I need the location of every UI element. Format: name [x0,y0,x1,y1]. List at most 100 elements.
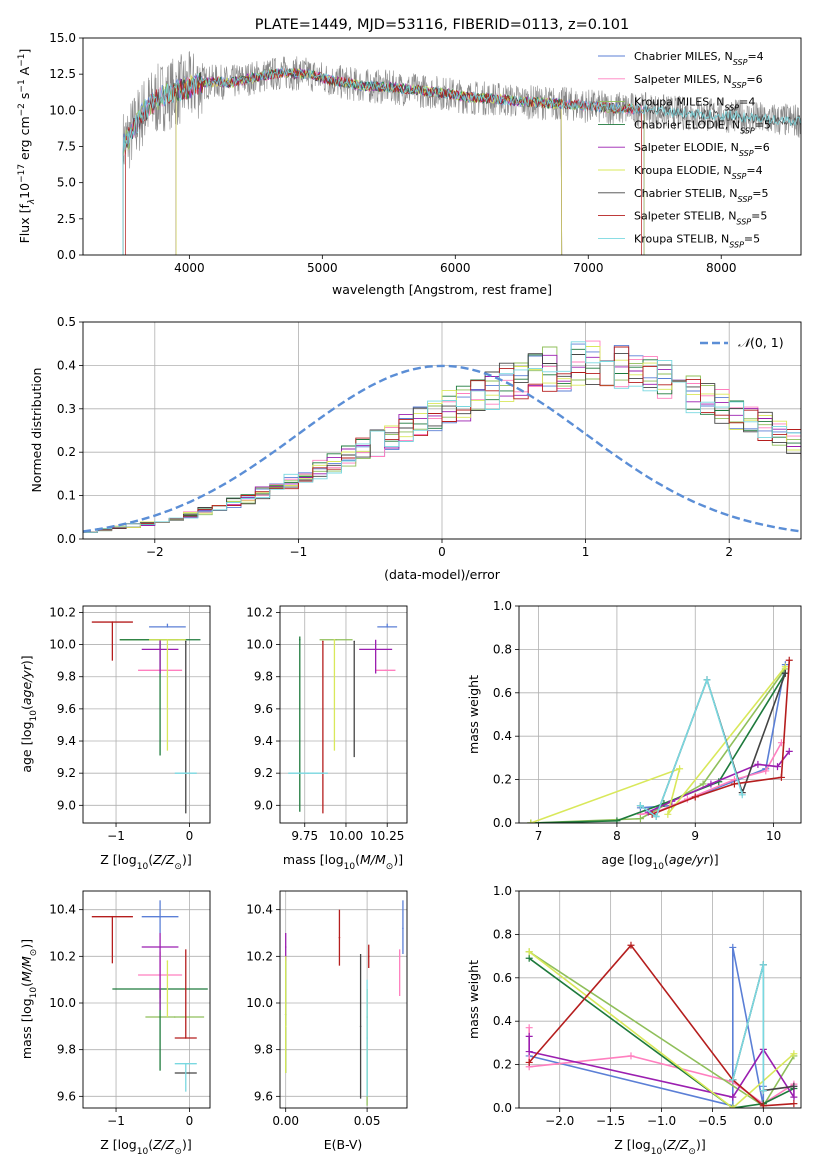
y-tick-label: 0.8 [493,927,512,941]
y-tick-label: 10.4 [49,903,76,917]
x-axis-label: Z [log10(Z/Z⊙)] [100,852,191,872]
mass-weight-marker [525,954,533,962]
plot-area-z-vs-mass [91,900,208,1092]
plot-area-ebv-vs-mass [284,900,404,1106]
data-point [386,626,389,628]
x-tick-label: −1 [290,545,308,559]
y-tick-label: 0.3 [57,402,76,416]
axes-frame-residuals [82,321,802,540]
mass-weight-marker [691,793,699,801]
y-tick-label: 0.1 [57,489,76,503]
model-spectrum-line [122,66,801,255]
axes-mass-vs-age: 9.75 10.00 10.25 9.0 9.2 9.4 9.6 9.8 10.0 10.2 mas… [246,605,408,872]
y-tick-label: 2.5 [57,212,76,226]
y-axis-label: Normed distribution [29,368,44,493]
y-tick-label: 0.4 [493,729,512,743]
data-point [374,648,377,651]
mass-weight-marker [730,780,738,788]
y-tick-label: 10.0 [246,638,273,652]
x-tick-label: 9.75 [291,829,318,843]
y-tick-label: 9.0 [254,798,273,812]
x-tick-label: 0.05 [354,1114,381,1128]
legend-label: Chabrier ELODIE, NSSP=5 [634,118,771,135]
axes-ebv-vs-mass: 0.00 0.05 9.6 9.8 10.0 10.2 10.4 E(B-V) [246,890,408,1152]
mass-weight-marker [790,1100,798,1108]
axes-frame-age-weights [518,605,802,824]
y-tick-label: 0.2 [57,445,76,459]
y-tick-label: 5.0 [57,176,76,190]
y-tick-label: 9.4 [254,734,273,748]
x-tick-label: 0.00 [272,1114,299,1128]
x-tick-label: 10 [766,829,781,843]
data-point [322,640,324,643]
mass-weight-line [528,957,795,1108]
x-axis-label: age [log10(age/yr)] [601,852,718,872]
data-point [159,946,161,948]
mass-weight-marker [785,656,793,664]
data-point [166,960,169,962]
data-point [353,640,356,643]
data-point [307,772,309,774]
x-axis-label: Z [log10(Z/Z⊙)] [100,1137,191,1157]
mass-weight-marker [636,802,644,810]
spectrum-legend: Chabrier MILES, NSSP=4 Salpeter MILES, NS… [598,50,771,249]
data-point [173,1016,176,1018]
y-tick-label: 9.8 [57,670,76,684]
data-spectrum-line [122,51,801,182]
mass-weight-marker [774,763,781,771]
residual-histogram-step [83,346,801,533]
y-axis-label: Flux [fλ10−17 erg cm−2 s−1 A−1] [17,49,37,244]
mass-weight-marker [703,676,711,684]
x-axis-label: Z [log10(Z/Z⊙)] [614,1137,705,1157]
y-tick-label: 9.8 [57,1043,76,1057]
mass-weight-marker [790,1082,798,1090]
axes-frame-ebv-vs-mass [279,890,408,1109]
plot-area-mass-vs-age [288,623,398,814]
plot-area-residuals [83,340,801,533]
y-tick-label: 9.4 [57,734,76,748]
y-tick-label: 1.0 [493,884,512,898]
mass-weight-marker [707,780,715,788]
data-point [384,669,387,672]
x-tick-label: 0 [186,829,194,843]
y-axis-label: age [log10(age/yr)] [19,655,39,772]
data-point [367,955,370,958]
y-axis-label: mass weight [466,675,481,754]
plot-area-spectrum [122,51,801,255]
data-point [402,927,404,930]
y-tick-label: 9.8 [254,670,273,684]
data-point [166,626,169,628]
x-tick-label: 5000 [307,261,338,275]
x-tick-label: 0 [186,1114,194,1128]
plot-area-z-vs-age [91,621,201,814]
data-point [333,638,336,641]
residual-histogram-step [83,341,801,533]
data-point [298,638,301,641]
y-tick-label: 9.2 [254,766,273,780]
mass-weight-marker [636,815,644,823]
mass-weight-marker [525,1048,533,1056]
y-tick-label: 10.2 [246,605,273,619]
data-point [338,936,341,939]
x-tick-label: −2.0 [545,1114,574,1128]
data-point [335,638,337,641]
legend-label: Kroupa ELODIE, NSSP=4 [634,164,763,181]
y-tick-label: 0.4 [57,358,76,372]
mass-weight-marker [785,747,793,755]
y-tick-label: 9.6 [57,702,76,716]
axes-frame-mass-vs-age [279,605,408,824]
mass-weight-marker [762,767,770,775]
axes-spectrum: 4000 5000 6000 7000 8000 0.0 2.5 5.0 7.5 10.0 12.5… [17,31,802,297]
mass-weight-marker [759,1102,767,1108]
legend-label: Salpeter STELIB, NSSP=5 [634,210,767,227]
y-tick-label: 0.2 [493,773,512,787]
data-point [166,638,169,641]
x-tick-label: 10.00 [329,829,363,843]
figure-title: PLATE=1449, MJD=53116, FIBERID=0113, z=0… [255,17,629,33]
axes-frame-z-vs-age [82,605,211,824]
y-tick-label: 9.8 [254,1043,273,1057]
data-point [184,1062,187,1065]
mass-weight-marker [525,1032,533,1040]
mass-weight-marker [652,812,660,820]
axes-residuals: −2 −1 0 1 2 0.0 0.1 0.2 0.3 0.4 0.5 𝒩(0, 1) (data-mo… [29,315,802,582]
